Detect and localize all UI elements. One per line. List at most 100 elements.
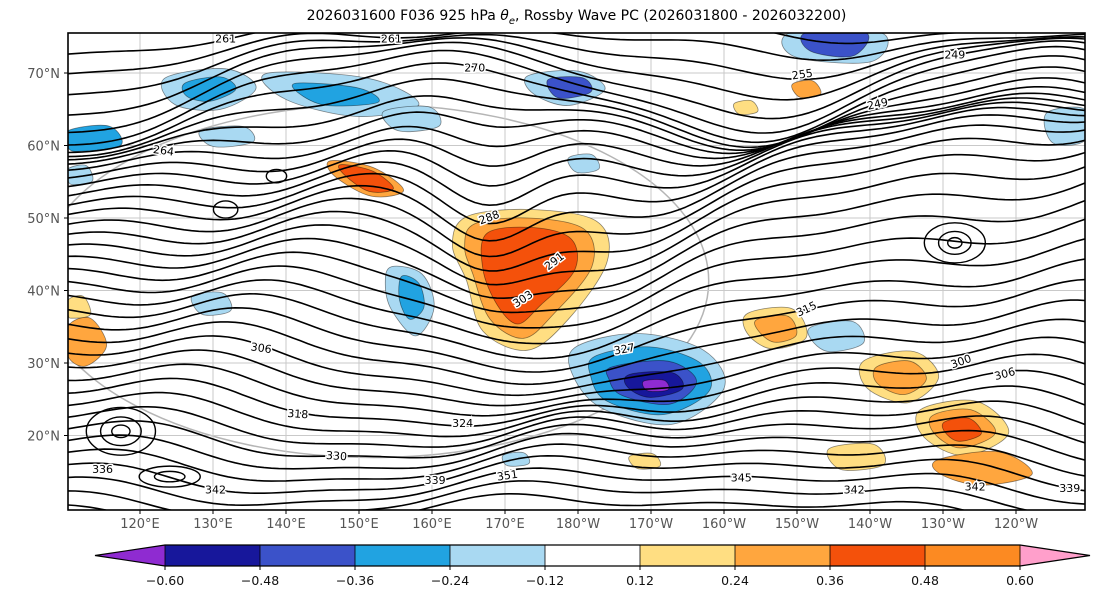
contour-line — [68, 55, 1085, 154]
contour-line — [68, 151, 1085, 272]
x-tick-label: 150°W — [775, 517, 819, 532]
colorbar-extend-left — [95, 545, 165, 566]
contour-line — [68, 40, 1085, 134]
contour-line — [68, 480, 1030, 510]
colorbar-segment — [830, 545, 926, 566]
colorbar-segment — [545, 545, 641, 566]
shaded-region — [733, 99, 759, 115]
colorbar-tick-label: −0.60 — [146, 573, 184, 588]
contour-line — [68, 97, 1085, 179]
colorbar-tick-label: −0.36 — [336, 573, 374, 588]
closed-contour-loop — [937, 230, 972, 256]
contour-line — [68, 353, 1085, 417]
contour-line — [68, 467, 1085, 506]
contour-line — [68, 166, 1085, 286]
contour-line — [68, 199, 1085, 314]
contour-label: 261 — [215, 33, 236, 46]
colorbar-tick-label: 0.12 — [626, 573, 654, 588]
contour-line — [68, 92, 1085, 171]
x-tick-label: 170°W — [629, 517, 673, 532]
contour-label: 324 — [452, 417, 473, 430]
contour-line — [68, 45, 1085, 146]
contour-label: 270 — [464, 61, 485, 74]
x-tick-label: 150°E — [339, 517, 379, 532]
colorbar: −0.60 −0.48 −0.36 −0.24 −0.12 0.12 0.24 0.36 0.4… — [94, 544, 1091, 588]
contour-label: 261 — [381, 33, 402, 46]
x-tick-label: 130°E — [193, 517, 233, 532]
colorbar-segment — [925, 545, 1021, 566]
colorbar-tick-label: −0.12 — [526, 573, 564, 588]
contour-label: 249 — [866, 96, 889, 113]
contour-line — [68, 33, 1085, 96]
contour-line — [68, 66, 1085, 158]
contour-line — [68, 37, 1085, 116]
shaded-region — [567, 153, 600, 174]
closed-contour-loop — [923, 222, 987, 264]
contour-label: 249 — [944, 48, 965, 61]
colorbar-segment — [355, 545, 451, 566]
title-theta-subscript: e — [508, 15, 516, 27]
closed-contour-loop — [99, 416, 142, 447]
closed-contour-loop — [111, 424, 131, 439]
x-tick-label: 170°E — [485, 517, 525, 532]
y-tick-label: 50°N — [27, 212, 60, 227]
contour-line — [68, 429, 1085, 470]
colorbar-tick-label: 0.36 — [816, 573, 844, 588]
contour-line — [68, 33, 1047, 55]
colorbar-tick-label: −0.24 — [431, 573, 469, 588]
title-prefix: 2026031600 F036 925 hPa — [306, 8, 501, 24]
x-tick-label: 160°E — [412, 517, 452, 532]
shaded-region — [1043, 106, 1085, 146]
contour-line — [68, 218, 1085, 329]
title-theta-symbol: θ — [500, 8, 509, 24]
shaded-region — [546, 76, 593, 99]
contour-label: 342 — [844, 483, 865, 496]
shaded-region — [872, 360, 927, 396]
x-tick-label: 120°W — [994, 517, 1038, 532]
closed-contour-loop — [85, 406, 157, 456]
colorbar-tick-label: 0.48 — [911, 573, 939, 588]
shaded-region — [941, 417, 982, 442]
colorbar-tick-label: 0.24 — [721, 573, 749, 588]
closed-contour-loop — [212, 200, 239, 219]
x-tick-label: 180°W — [556, 517, 600, 532]
contour-line — [68, 443, 1085, 482]
shaded-region — [800, 33, 870, 58]
contour-line — [68, 455, 1085, 494]
contour-line — [68, 124, 1085, 242]
contour-label: 351 — [496, 468, 519, 484]
colorbar-tick-label: −0.48 — [241, 573, 279, 588]
contour-line — [68, 258, 1085, 360]
contour-line — [68, 182, 1085, 299]
closed-contour-loop — [138, 465, 201, 488]
y-tick-label: 20°N — [27, 430, 60, 445]
contour-line — [68, 400, 1085, 448]
y-tick-label: 30°N — [27, 357, 60, 372]
contour-label: 339 — [1059, 482, 1080, 495]
contour-line — [68, 86, 1085, 165]
colorbar-segment — [735, 545, 831, 566]
contour-line — [68, 33, 1085, 75]
contour-label: 318 — [287, 407, 309, 421]
colorbar-outline — [94, 544, 1091, 567]
colorbar-segment — [450, 545, 546, 566]
closed-contour-loop — [265, 168, 288, 184]
chart-title: 2026031600 F036 925 hPa θe, Rossby Wave … — [68, 8, 1085, 27]
x-tick-label: 130°W — [921, 517, 965, 532]
contour-label: 264 — [152, 143, 175, 159]
contour-label: 339 — [425, 474, 446, 487]
contour-line — [68, 299, 1085, 386]
shaded-region — [807, 320, 866, 353]
colorbar-tick-label: 0.60 — [1006, 573, 1034, 588]
y-tick-label: 70°N — [27, 67, 60, 82]
y-tick-label: 60°N — [27, 140, 60, 155]
colorbar-segment — [640, 545, 736, 566]
plot-border — [67, 32, 1086, 511]
contour-line — [68, 137, 1085, 258]
contour-line — [68, 238, 1085, 345]
colorbar-segment — [260, 545, 356, 566]
contour-label: 306 — [250, 340, 273, 356]
